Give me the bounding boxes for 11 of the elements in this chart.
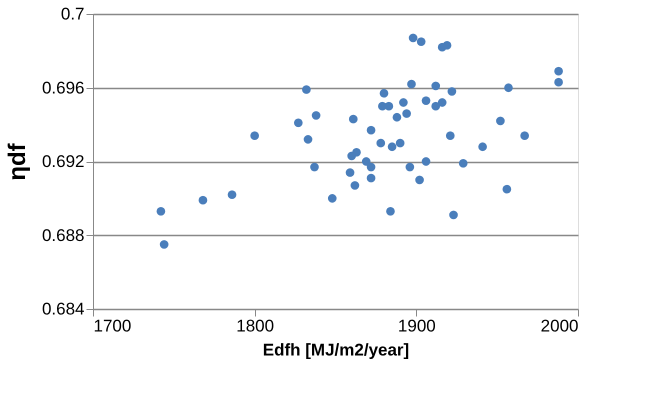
y-axis-title: ηdf: [4, 142, 31, 181]
x-axis-title: Edfh [MJ/m2/year]: [262, 340, 410, 360]
x-tick-label: 2000: [540, 316, 578, 336]
x-tick-label: 1800: [236, 316, 274, 336]
y-tick-label: 0.696: [42, 78, 84, 98]
x-tick-label: 1700: [94, 316, 132, 336]
y-tick-label: 0.7: [60, 4, 84, 24]
y-tick-label: 0.688: [42, 226, 84, 245]
x-tick-label: 1900: [398, 316, 436, 336]
y-tick-label: 0.684: [42, 300, 84, 318]
y-tick-label: 0.692: [42, 152, 84, 171]
